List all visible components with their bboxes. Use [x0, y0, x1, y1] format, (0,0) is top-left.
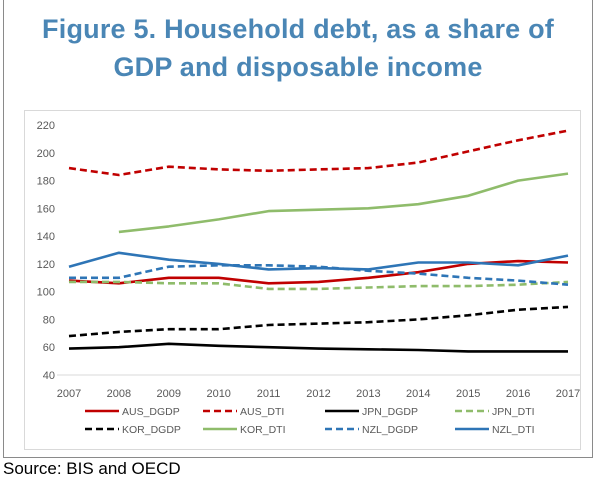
- x-tick-label: 2012: [306, 388, 330, 400]
- series-line-jpn-dti: [69, 280, 569, 291]
- series-line-aus-dti: [68, 129, 569, 177]
- y-tick-label: 200: [37, 148, 55, 160]
- series-line-jpn-dgdp: [68, 342, 568, 353]
- y-tick-label: 160: [37, 203, 55, 215]
- y-tick-label: 80: [43, 314, 55, 326]
- legend-label: AUS_DTI: [240, 406, 284, 418]
- legend-label: NZL_DGDP: [362, 424, 418, 436]
- series-line-nzl-dgdp: [69, 264, 569, 286]
- legend-label: NZL_DTI: [492, 424, 535, 436]
- y-tick-label: 40: [43, 370, 55, 382]
- legend-label: KOR_DGDP: [122, 424, 181, 436]
- line-chart: 40 60 80 100 120 140 160 180 200 220 2007 2008 2009 2…: [37, 120, 580, 436]
- legend-label: AUS_DGDP: [122, 406, 180, 418]
- x-tick-label: 2016: [506, 388, 530, 400]
- y-tick-label: 140: [37, 231, 55, 243]
- x-tick-label: 2011: [257, 388, 281, 400]
- x-tick-label: 2008: [107, 388, 131, 400]
- y-tick-label: 180: [37, 176, 55, 188]
- x-tick-label: 2009: [157, 388, 181, 400]
- x-tick-label: 2007: [57, 388, 81, 400]
- x-tick-label: 2010: [206, 388, 230, 400]
- y-tick-label: 220: [37, 120, 55, 132]
- legend-label: JPN_DTI: [492, 406, 535, 418]
- y-tick-label: 120: [37, 259, 55, 271]
- legend-label: JPN_DGDP: [362, 406, 418, 418]
- figure-title: Figure 5. Household debt, as a share of …: [4, 10, 592, 86]
- x-tick-label: 2017: [556, 388, 580, 400]
- series-line-kor-dti: [118, 172, 569, 234]
- x-tick-label: 2014: [406, 388, 430, 400]
- x-tick-label: 2015: [456, 388, 480, 400]
- chart-area: 40 60 80 100 120 140 160 180 200 220 2007 2008 2009 2…: [24, 110, 581, 450]
- y-tick-label: 100: [37, 287, 55, 299]
- figure-title-line-1: Figure 5. Household debt, as a share of: [42, 14, 554, 44]
- legend-label: KOR_DTI: [240, 424, 286, 436]
- figure-frame: Figure 5. Household debt, as a share of …: [3, 0, 593, 458]
- y-tick-label: 60: [43, 342, 55, 354]
- source-note: Source: BIS and OECD: [3, 459, 181, 478]
- x-tick-label: 2013: [356, 388, 380, 400]
- series-line-kor-dgdp: [68, 305, 569, 338]
- series-line-nzl-dti: [68, 251, 569, 271]
- figure-title-line-2: GDP and disposable income: [113, 52, 483, 82]
